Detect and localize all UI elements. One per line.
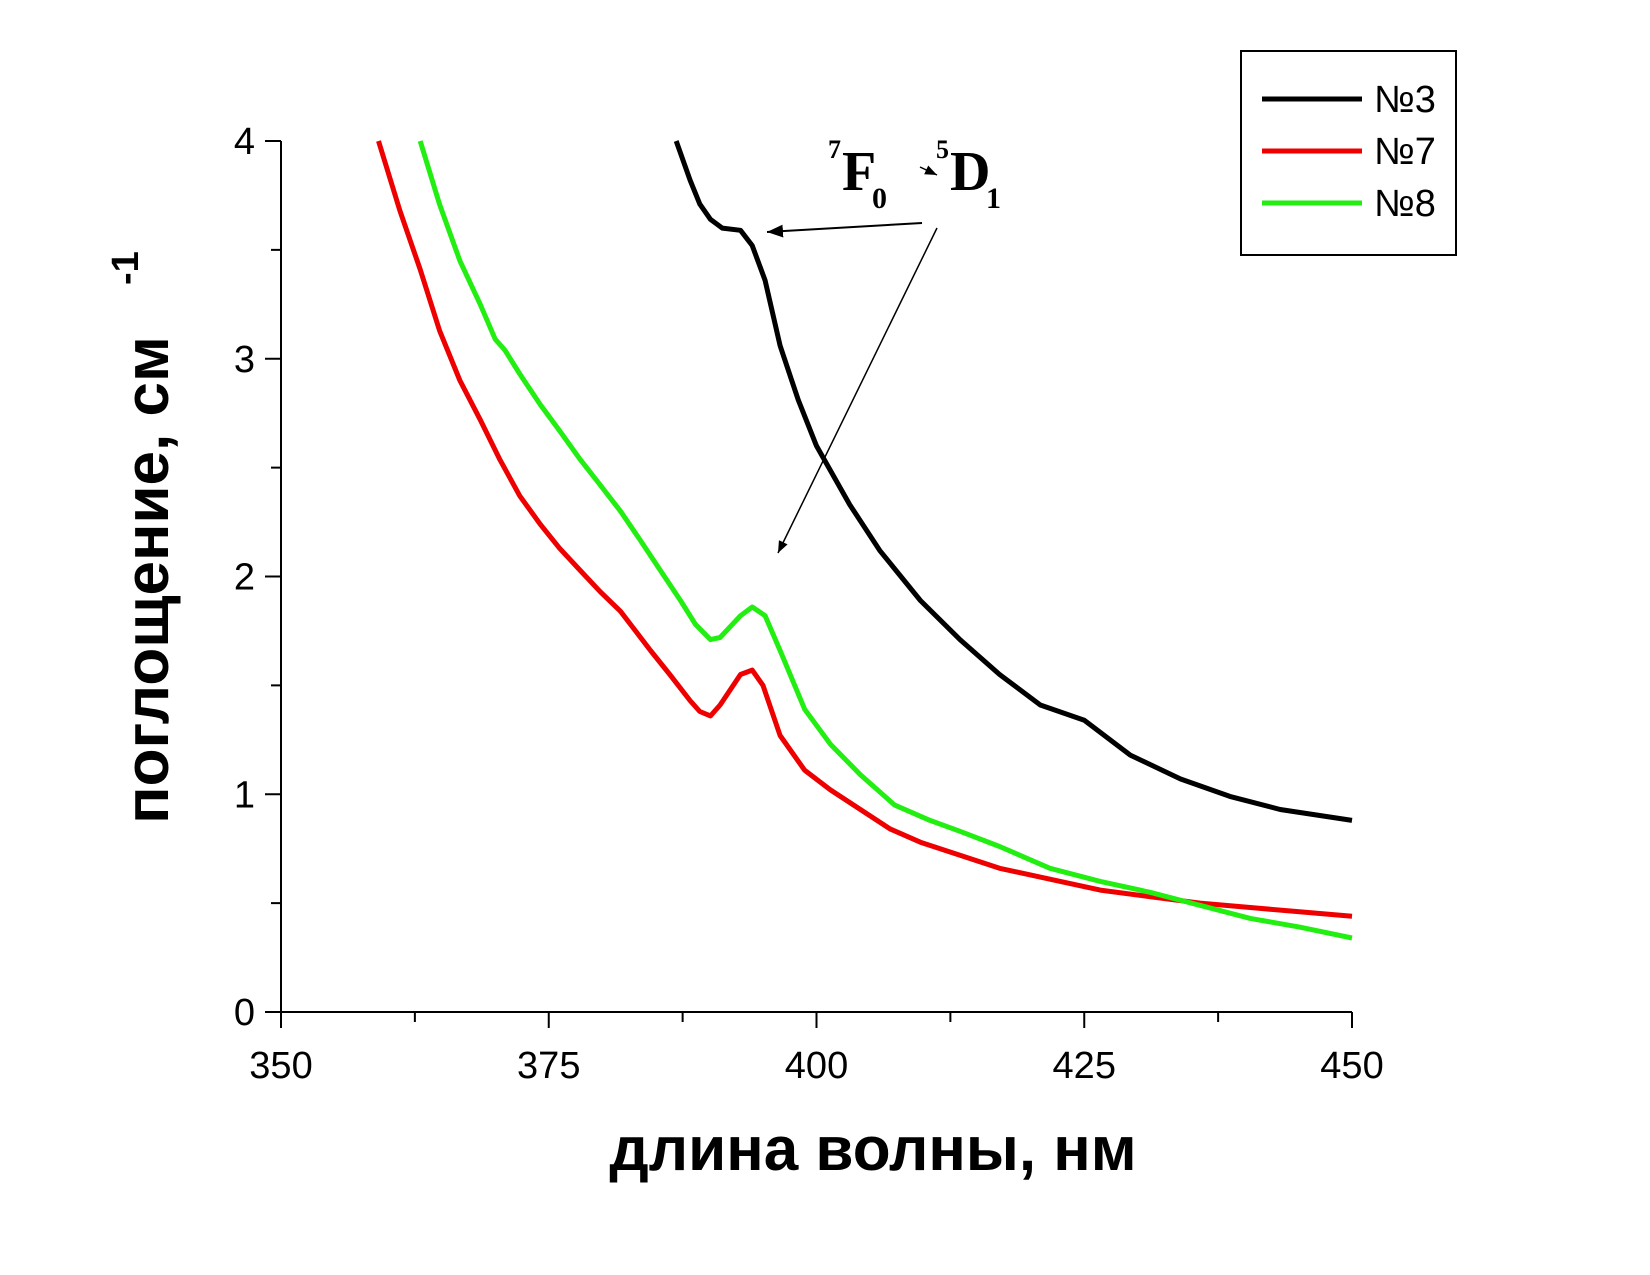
legend-label: №8: [1374, 183, 1436, 225]
legend-label: №3: [1374, 79, 1436, 121]
y-axis-title-superscript: -1: [105, 251, 147, 285]
annotation-term1: F: [842, 141, 876, 203]
axes: 350 375 400 425 450 0 1 2 3 4: [234, 121, 1384, 1087]
legend-label: №7: [1374, 131, 1436, 173]
annotation-term2: D: [950, 141, 990, 203]
x-axis-title: длина волны, нм: [609, 1115, 1136, 1184]
annotation-pointer-black: [766, 222, 923, 238]
y-tick-label: 1: [234, 774, 255, 816]
y-axis-title: поглощение, см: [113, 336, 182, 824]
x-tick-label: 425: [1053, 1045, 1116, 1087]
y-axis-title-group: поглощение, см -1: [105, 251, 182, 824]
legend: №3 №7 №8: [1240, 50, 1457, 256]
x-tick-label: 375: [517, 1045, 580, 1087]
series-group: [376, 140, 1353, 941]
annotation-term2-sup: 5: [936, 135, 949, 164]
x-tick-label: 450: [1320, 1045, 1383, 1087]
y-tick-label: 2: [234, 557, 255, 599]
series-line-3: [417, 140, 1353, 941]
x-tick-label: 400: [785, 1045, 848, 1087]
transition-annotation: 7 F 0 5 D 1: [766, 135, 1001, 554]
annotation-pointer-peak: [777, 227, 938, 554]
series-line-1: [673, 140, 1353, 823]
series-line-2: [376, 140, 1353, 919]
annotation-term2-sub: 1: [986, 182, 1001, 215]
y-tick-label: 3: [234, 339, 255, 381]
transition-arrow-icon: [919, 165, 938, 176]
annotation-term1-sub: 0: [872, 182, 887, 215]
x-tick-label: 350: [249, 1045, 312, 1087]
y-tick-label: 0: [234, 992, 255, 1034]
y-tick-label: 4: [234, 121, 255, 163]
annotation-term1-sup: 7: [828, 135, 841, 164]
